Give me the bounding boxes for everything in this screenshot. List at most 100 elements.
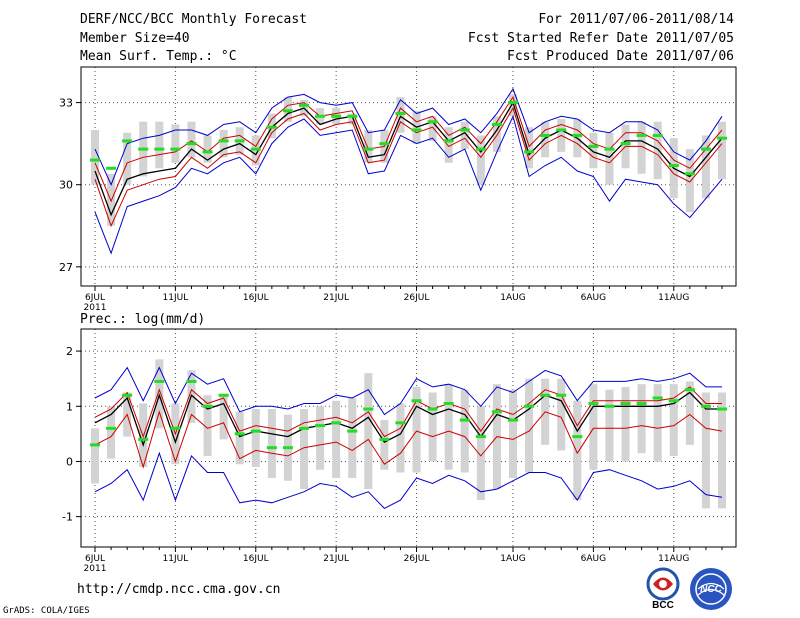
temp-xtick-label-3: 21JUL [323,293,349,303]
bcc-logo: BCC [646,567,680,611]
forecast-period: For 2011/07/06-2011/08/14 [538,12,734,27]
prec-box-21 [428,392,437,462]
prec-box-16 [348,397,357,479]
temp-xtick-label-5: 1AUG [500,293,525,303]
prec-box-26 [508,389,518,479]
temp-frame [80,66,737,287]
prec-box-33 [621,386,630,462]
temp-box-22 [444,127,453,163]
temp-box-23 [460,121,469,150]
temp-outer-upper-line [94,87,723,186]
temp-box-39 [717,121,727,180]
bcc-logo-text: BCC [652,600,674,611]
chart-title: DERF/NCC/BCC Monthly Forecast [80,12,307,27]
start-date: Fcst Started Refer Date 2011/07/05 [467,31,734,46]
prec-xtick-label-6: 6AUG [581,554,606,564]
temp-box-0 [90,129,100,185]
temp-box-32 [605,132,614,185]
temp-box-17 [364,129,373,163]
temp-box-24 [476,135,485,185]
prec-inner-lower-line [94,410,723,469]
prec-outer-lower-line [94,451,723,510]
prec-box-18 [380,420,389,470]
temp-box-37 [685,149,694,213]
temp-box-16 [348,113,357,125]
temp-box-25 [492,116,501,152]
temp-box-34 [637,121,646,174]
prec-box-29 [557,378,566,451]
prec-xtick-label-1: 11JUL [163,554,189,564]
prec-box-14 [316,406,325,470]
prec-box-13 [299,409,309,490]
produced-date: Fcst Produced Date 2011/07/06 [507,49,734,64]
source-url[interactable]: http://cmdp.ncc.cma.gov.cn [77,582,281,597]
prec-xtick-label-2: 16JUL [243,554,269,564]
prec-box-36 [669,384,678,456]
prec-box-31 [589,384,598,470]
ncc-logo-text: NCC [700,584,722,595]
prec-frame [80,328,737,548]
prec-box-37 [685,381,694,445]
temp-ytick-label-0: 27 [59,261,73,274]
prec-ytick-label-0: -1 [62,511,73,524]
prec-inner-upper-line [94,386,722,439]
temp-box-2 [123,132,132,185]
prec-ytick-label-2: 1 [66,400,73,413]
temp-outer-lower-line [94,114,723,255]
temp-xtick-label-0: 6JUL [85,293,105,303]
prec-box-20 [412,386,421,473]
variable-label: Mean Surf. Temp.: °C [80,49,237,64]
prec-box-39 [717,392,727,509]
prec-xtick-label-3: 21JUL [323,554,349,564]
prec-box-32 [605,389,614,462]
prec-box-1 [107,406,116,459]
temp-box-35 [653,121,662,180]
temp-inner-upper-line [94,95,723,203]
prec-box-17 [364,373,373,490]
member-size: Member Size=40 [80,31,190,46]
prec-box-30 [573,400,582,501]
prec-box-24 [476,406,485,501]
prec-xtick-label-0: 6JUL [85,554,105,564]
prec-mean-line [94,391,722,447]
temp-box-31 [589,132,598,169]
temp-box-4 [155,121,164,169]
prec-box-15 [332,400,341,479]
temp-box-7 [203,135,212,163]
prec-box-35 [653,384,662,462]
temp-box-27 [525,127,534,169]
temperature-panel: 27 30 33 6JUL 11JUL 16JUL 21JUL 26JUL 1AUG 6AUG 11… [59,66,737,313]
temp-box-28 [541,121,550,158]
prec-box-8 [219,395,228,440]
prec-box-22 [444,384,453,470]
prec-box-27 [525,378,534,473]
temp-box-6 [187,121,196,158]
temp-ytick-label-1: 30 [59,179,73,192]
prec-box-10 [251,409,260,467]
prec-box-23 [460,389,469,473]
temp-xtick-label-4: 26JUL [404,293,430,303]
temp-xtick-label-1: 11JUL [163,293,189,303]
prec-year-label: 2011 [84,564,107,574]
ncc-logo: NCC [690,568,732,610]
temp-box-5 [171,124,180,163]
temp-year-label: 2011 [84,303,107,313]
temp-mean-line [94,101,723,217]
temp-ytick-label-2: 33 [59,97,73,110]
prec-box-34 [637,384,646,454]
prec-box-9 [235,411,244,465]
prec-xtick-label-7: 11AUG [658,554,689,564]
prec-xtick-label-5: 1AUG [500,554,525,564]
temp-box-21 [428,116,437,141]
prec-box-38 [701,392,710,509]
prec-ytick-label-3: 2 [66,345,73,358]
prec-box-19 [396,403,405,473]
prec-box-0 [90,428,100,484]
prec-outer-upper-line [94,366,722,416]
prec-box-7 [203,395,212,456]
temp-inner-lower-line [94,106,723,228]
temp-xtick-label-6: 6AUG [581,293,606,303]
prec-box-11 [267,409,276,479]
